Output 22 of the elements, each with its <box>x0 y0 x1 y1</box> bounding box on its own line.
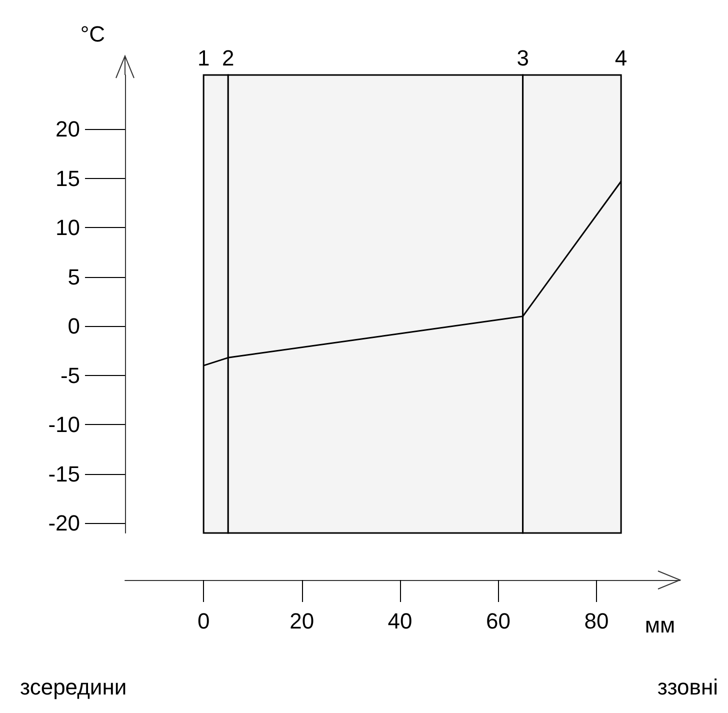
text: ззовні <box>657 674 718 700</box>
y-tick-label: 15 <box>56 166 80 191</box>
x-tick-label: 40 <box>388 608 412 634</box>
y-tick-label: 20 <box>56 116 80 142</box>
x-tick-label: 60 <box>486 608 511 634</box>
y-tick-label: -15 <box>48 461 80 486</box>
y-tick-label: 0 <box>68 314 80 339</box>
annotation: 2 <box>222 46 234 70</box>
y-tick-label: -10 <box>48 412 80 438</box>
annotation: 3 <box>516 46 529 70</box>
annotation: 1 <box>197 46 210 70</box>
text: зсередини <box>20 674 127 700</box>
y-tick-label: 5 <box>68 264 80 290</box>
y-tick-label: -5 <box>60 362 80 388</box>
y-tick-label: 10 <box>56 215 80 240</box>
x-axis-title: мм <box>644 612 676 638</box>
annotation: 4 <box>614 46 628 70</box>
x-tick-label: 20 <box>290 608 314 634</box>
x-tick-label: 0 <box>197 608 210 634</box>
y-tick-label: -20 <box>48 510 80 536</box>
x-tick-label: 80 <box>584 608 609 634</box>
y-axis-title: °C <box>80 22 106 46</box>
